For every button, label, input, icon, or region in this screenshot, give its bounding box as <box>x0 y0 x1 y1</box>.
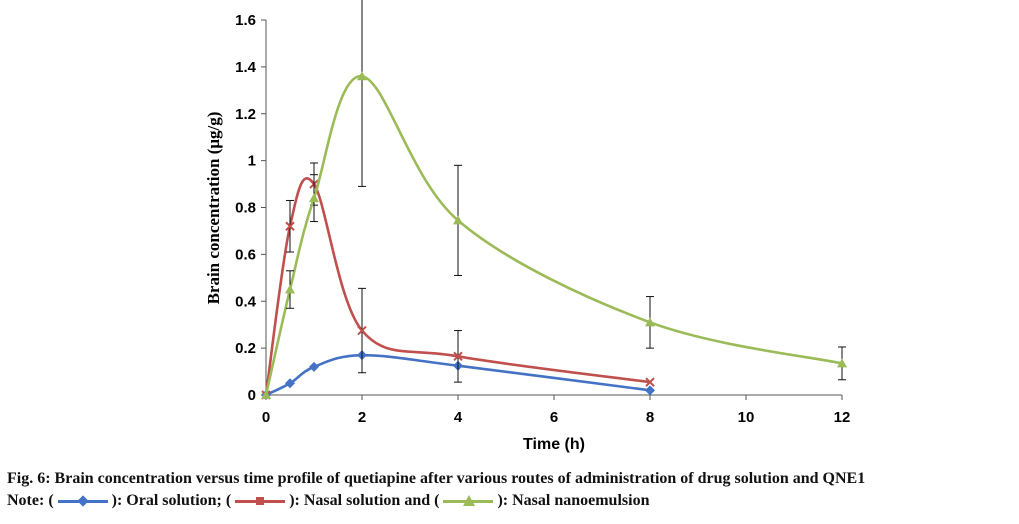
data-point <box>837 358 847 368</box>
x-tick-labels: 0 2 4 6 8 10 12 <box>262 395 851 426</box>
y-tick-label: 0.4 <box>235 293 257 310</box>
data-point <box>453 215 463 225</box>
y-tick-label: 0 <box>248 387 256 404</box>
data-point <box>285 284 295 294</box>
triangle-marker-icon <box>463 495 476 507</box>
x-tick-label: 4 <box>454 409 463 426</box>
y-tick-label: 1.4 <box>235 59 257 76</box>
series-nasal-nanoemulsion <box>261 0 847 399</box>
caption-title: Fig. 6: Brain concentration versus time … <box>7 470 866 487</box>
data-point <box>645 385 655 396</box>
caption-note: Note: ( ): Oral solution; ( ): Nasal solut… <box>7 490 1015 512</box>
x-tick-label: 2 <box>358 409 366 426</box>
x-axis-title: Time (h) <box>523 436 585 453</box>
legend-swatch-nano <box>439 494 497 508</box>
y-tick-label: 0.8 <box>235 200 256 217</box>
y-tick-labels: 0 0.2 0.4 0.6 0.8 1 1.2 1.4 1.6 <box>235 12 266 404</box>
y-tick-label: 0.6 <box>235 246 256 263</box>
note-nano: ): Nasal nanoemulsion <box>497 492 650 509</box>
y-axis-title: Brain concentration (μg/g) <box>204 112 223 305</box>
data-point <box>645 377 655 387</box>
x-tick-label: 10 <box>738 409 755 426</box>
x-tick-label: 12 <box>834 409 851 426</box>
data-point <box>309 361 319 372</box>
data-point <box>285 221 295 231</box>
y-tick-label: 1.6 <box>235 12 256 29</box>
diamond-marker-icon <box>76 495 89 507</box>
legend-swatch-oral <box>54 494 112 508</box>
data-point <box>453 351 463 362</box>
chart: 0 0.2 0.4 0.6 0.8 1 1.2 1.4 1.6 0 2 4 6 8 10 12 Time (… <box>204 0 851 453</box>
data-point <box>261 390 271 399</box>
x-tick-label: 0 <box>262 409 270 426</box>
note-prefix: Note: ( <box>7 492 54 509</box>
figure-caption: Fig. 6: Brain concentration versus time … <box>7 468 1015 512</box>
y-tick-label: 1 <box>248 153 256 170</box>
note-oral: ): Oral solution; ( <box>111 492 232 509</box>
note-nasal: ): Nasal solution and ( <box>289 492 440 509</box>
chart-axes <box>265 20 842 396</box>
y-tick-label: 1.2 <box>235 106 256 123</box>
data-point <box>357 71 367 81</box>
y-tick-label: 0.2 <box>235 340 256 357</box>
data-point <box>285 378 295 389</box>
square-marker-icon <box>256 497 265 506</box>
data-point <box>357 325 367 336</box>
legend-swatch-nasal <box>231 494 289 508</box>
x-tick-label: 8 <box>646 409 654 426</box>
series-line <box>264 177 651 396</box>
series-line <box>264 74 843 396</box>
x-tick-label: 6 <box>550 409 558 426</box>
series-layer <box>261 0 847 400</box>
data-point <box>645 317 655 327</box>
data-point <box>309 193 319 203</box>
